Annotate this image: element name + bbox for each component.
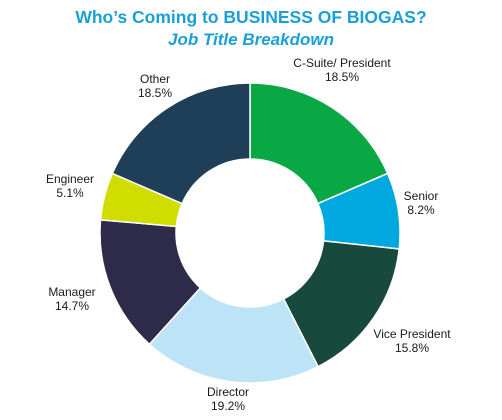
slice-label: Vice President 15.8% — [373, 327, 451, 355]
slice-value: 5.1% — [56, 186, 84, 200]
slice-value: 14.7% — [55, 299, 89, 313]
slice-category: C-Suite/ President — [293, 56, 391, 70]
slice-category: Vice President — [373, 327, 451, 341]
chart-title: Who’s Coming to BUSINESS OF BIOGAS? — [75, 7, 427, 27]
slice-label: Engineer 5.1% — [46, 172, 94, 200]
slice-label: C-Suite/ President 18.5% — [293, 56, 391, 84]
slice-category: Manager — [48, 285, 95, 299]
slice-category: Senior — [404, 189, 439, 203]
slice-c-suite-president — [249, 82, 389, 205]
slice-value: 15.8% — [395, 341, 429, 355]
slice-label: Manager 14.7% — [48, 285, 95, 313]
slices-layer — [99, 82, 401, 384]
slice-label: Director 19.2% — [207, 385, 249, 413]
slice-label: Other 18.5% — [138, 72, 172, 100]
labels-layer: C-Suite/ President 18.5%Senior 8.2%Vice Pr… — [46, 56, 451, 413]
chart-header: Who’s Coming to BUSINESS OF BIOGAS? Job … — [0, 0, 502, 51]
chart-subtitle: Job Title Breakdown — [168, 30, 334, 49]
slice-category: Other — [140, 72, 170, 86]
donut-hole — [176, 159, 324, 307]
slice-value: 18.5% — [325, 70, 359, 84]
slice-category: Engineer — [46, 172, 94, 186]
slice-value: 18.5% — [138, 86, 172, 100]
slice-value: 8.2% — [407, 203, 435, 217]
slice-label: Senior 8.2% — [404, 189, 439, 217]
slice-value: 19.2% — [211, 399, 245, 413]
slice-category: Director — [207, 385, 249, 399]
slice-other — [111, 82, 251, 205]
